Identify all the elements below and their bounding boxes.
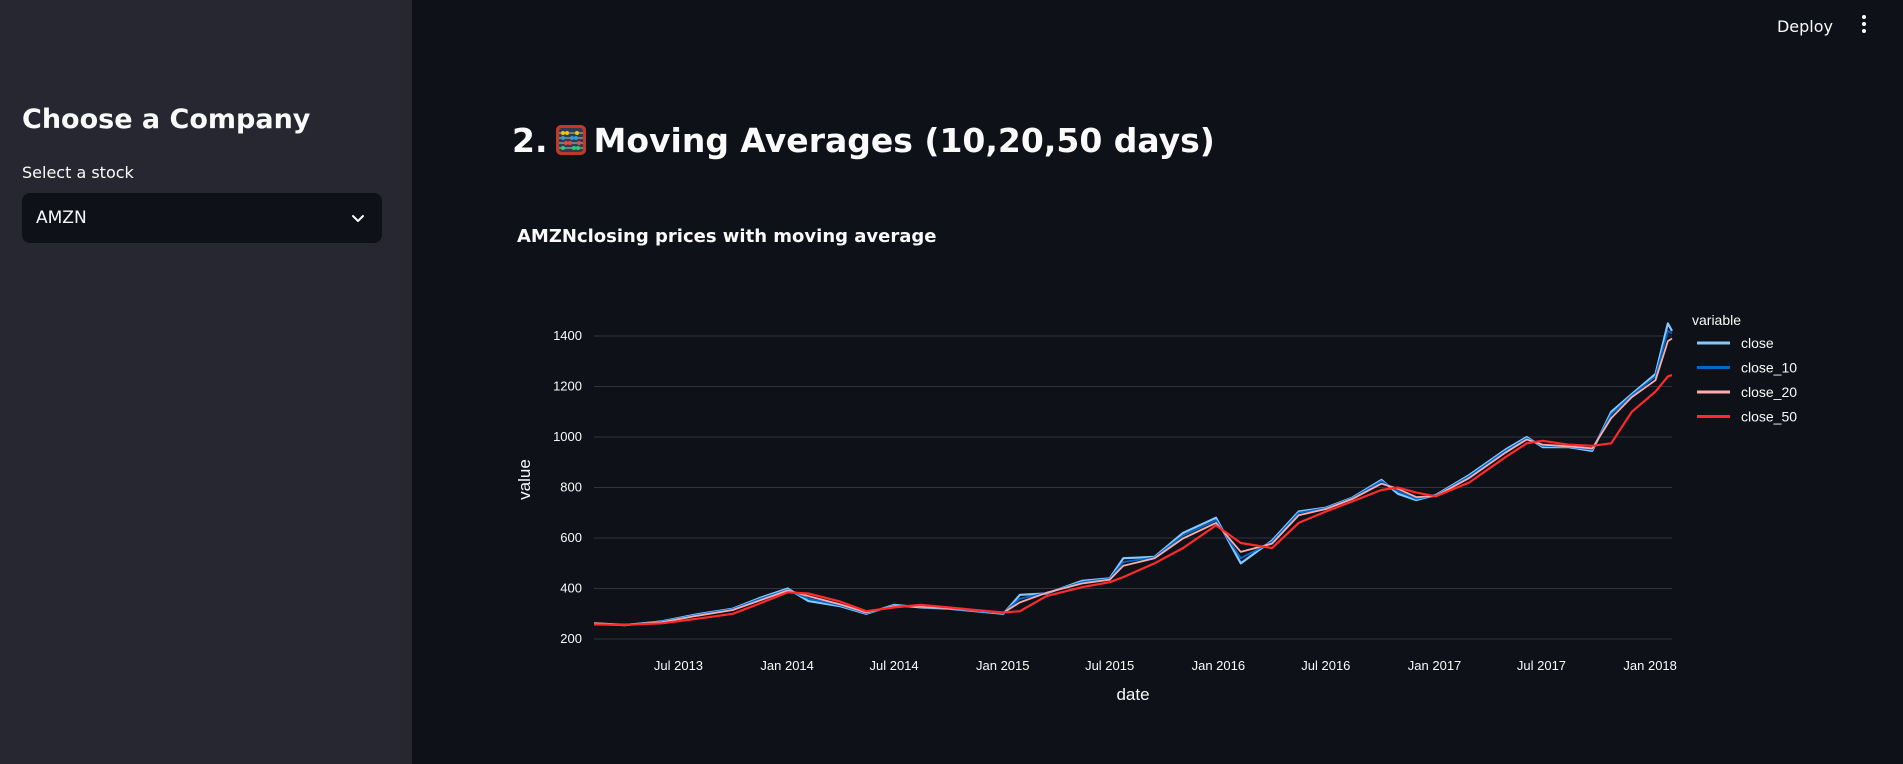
sidebar-title: Choose a Company bbox=[22, 104, 311, 135]
x-tick-label: Jul 2014 bbox=[869, 658, 918, 673]
x-tick-label: Jan 2014 bbox=[760, 658, 814, 673]
legend-title: variable bbox=[1692, 312, 1741, 328]
legend-label-close_50: close_50 bbox=[1741, 409, 1797, 425]
series-line-close_50 bbox=[593, 374, 1673, 627]
page-title-number: 2. bbox=[512, 120, 548, 160]
stock-select[interactable]: AMZN bbox=[22, 193, 382, 243]
sidebar: Choose a Company Select a stock AMZN bbox=[0, 0, 412, 764]
abacus-icon bbox=[555, 125, 586, 155]
legend-label-close_20: close_20 bbox=[1741, 384, 1797, 400]
y-tick-label: 1000 bbox=[553, 429, 582, 444]
deploy-button[interactable]: Deploy bbox=[1776, 16, 1834, 36]
series-line-close_20 bbox=[593, 337, 1673, 626]
series-line-close bbox=[593, 322, 1673, 627]
stock-select-label: Select a stock bbox=[22, 163, 134, 182]
y-tick-label: 800 bbox=[560, 480, 582, 495]
y-tick-label: 600 bbox=[560, 530, 582, 545]
x-tick-label: Jul 2015 bbox=[1085, 658, 1134, 673]
x-tick-label: Jan 2017 bbox=[1408, 658, 1462, 673]
x-tick-label: Jan 2015 bbox=[976, 658, 1030, 673]
chart-title: AMZNclosing prices with moving average bbox=[517, 226, 937, 247]
legend-label-close: close bbox=[1741, 335, 1774, 351]
x-tick-label: Jan 2018 bbox=[1623, 658, 1677, 673]
legend-label-close_10: close_10 bbox=[1741, 360, 1797, 376]
y-tick-label: 400 bbox=[560, 581, 582, 596]
page-title-text: Moving Averages (10,20,50 days) bbox=[593, 120, 1215, 160]
x-axis-title: date bbox=[1116, 685, 1149, 704]
chevron-down-icon bbox=[352, 215, 364, 222]
page-title: 2. Moving Averages (10,20,50 days) bbox=[512, 116, 1215, 164]
x-tick-label: Jul 2016 bbox=[1301, 658, 1350, 673]
stock-select-value: AMZN bbox=[36, 208, 87, 228]
y-axis-title: value bbox=[515, 459, 534, 500]
x-tick-label: Jan 2016 bbox=[1192, 658, 1246, 673]
y-tick-label: 1200 bbox=[553, 379, 582, 394]
x-tick-label: Jul 2013 bbox=[654, 658, 703, 673]
y-tick-label: 1400 bbox=[553, 328, 582, 343]
series-line-close_10 bbox=[593, 330, 1673, 626]
y-tick-label: 200 bbox=[560, 631, 582, 646]
x-tick-label: Jul 2017 bbox=[1517, 658, 1566, 673]
kebab-menu-icon[interactable] bbox=[1854, 12, 1874, 36]
